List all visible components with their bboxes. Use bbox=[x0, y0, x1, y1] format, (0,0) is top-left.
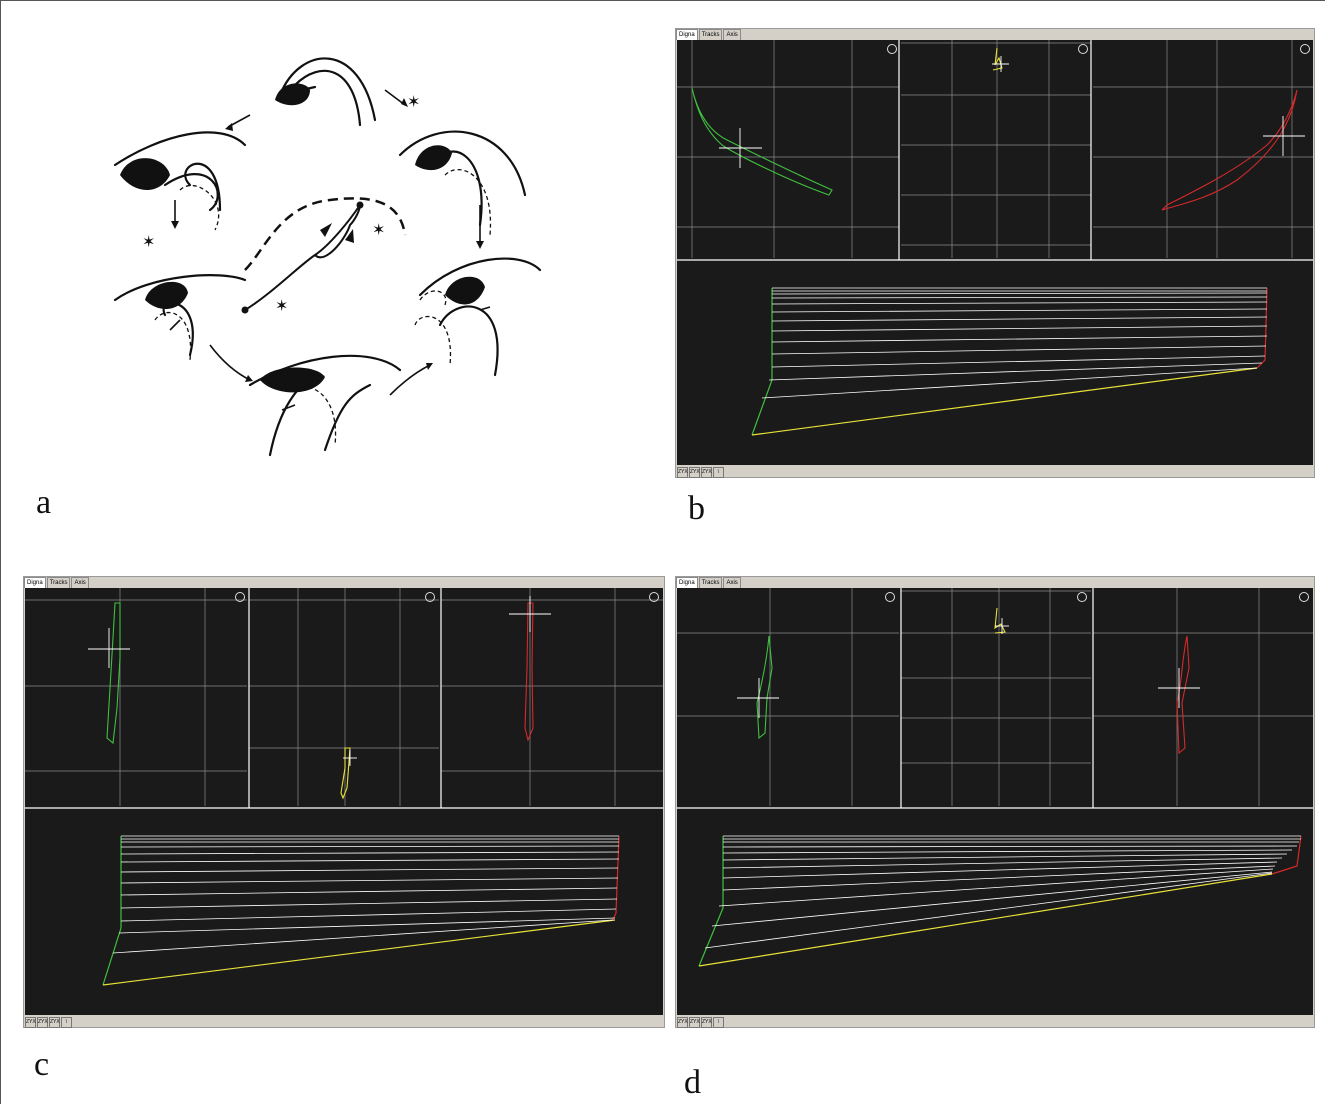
tab-axis[interactable]: Axis bbox=[723, 29, 741, 40]
panel-label-a: a bbox=[36, 484, 52, 521]
tab-digna[interactable]: Digna bbox=[676, 577, 698, 588]
view-reset-icon[interactable] bbox=[885, 592, 895, 602]
tab-bar: Digna Tracks Axis bbox=[676, 577, 742, 588]
tab-axis[interactable]: Axis bbox=[71, 577, 89, 588]
tab-bar: Digna Tracks Axis bbox=[676, 29, 742, 40]
tab-digna[interactable]: Digna bbox=[24, 577, 46, 588]
view-xyz-button[interactable]: ZYX bbox=[25, 1017, 36, 1028]
tab-tracks[interactable]: Tracks bbox=[46, 577, 71, 588]
view-reset-icon[interactable] bbox=[1299, 592, 1309, 602]
view-reset-icon[interactable] bbox=[1300, 44, 1310, 54]
tab-tracks[interactable]: Tracks bbox=[698, 577, 723, 588]
tab-tracks[interactable]: Tracks bbox=[698, 29, 723, 40]
status-bar: ZYX ZYX ZYX \ bbox=[677, 1016, 725, 1028]
panel-label-b: b bbox=[688, 490, 705, 527]
view-reset-icon[interactable] bbox=[1078, 44, 1088, 54]
panel-a-diagram: ✶ ✶ ✶ ✶ bbox=[70, 25, 590, 475]
viewport-area[interactable] bbox=[677, 588, 1313, 1015]
view-xyz-button[interactable]: ZYX bbox=[677, 1017, 688, 1028]
tab-bar: Digna Tracks Axis bbox=[24, 577, 90, 588]
svg-text:✶: ✶ bbox=[275, 296, 288, 315]
tab-digna[interactable]: Digna bbox=[676, 29, 698, 40]
view-xyz-button[interactable]: ZYX bbox=[677, 467, 688, 478]
svg-text:✶: ✶ bbox=[372, 220, 385, 239]
viewport-graphics bbox=[677, 40, 1313, 436]
svg-text:✶: ✶ bbox=[142, 232, 155, 251]
view-reset-icon[interactable] bbox=[887, 44, 897, 54]
app-window-b: Digna Tracks Axis bbox=[675, 28, 1315, 478]
app-window-d: Digna Tracks Axis bbox=[675, 576, 1315, 1028]
tab-axis[interactable]: Axis bbox=[723, 577, 741, 588]
svg-text:✶: ✶ bbox=[407, 92, 420, 111]
view-line-button[interactable]: \ bbox=[713, 467, 724, 478]
view-xyz-button[interactable]: ZYX bbox=[701, 467, 712, 478]
view-reset-icon[interactable] bbox=[649, 592, 659, 602]
view-xyz-button[interactable]: ZYX bbox=[689, 467, 700, 478]
view-reset-icon[interactable] bbox=[1077, 592, 1087, 602]
view-xyz-button[interactable]: ZYX bbox=[49, 1017, 60, 1028]
viewport-graphics bbox=[25, 588, 663, 986]
view-reset-icon[interactable] bbox=[235, 592, 245, 602]
viewport-area[interactable] bbox=[677, 40, 1313, 465]
view-line-button[interactable]: \ bbox=[61, 1017, 72, 1028]
view-xyz-button[interactable]: ZYX bbox=[689, 1017, 700, 1028]
status-bar: ZYX ZYX ZYX \ bbox=[25, 1016, 73, 1028]
status-bar: ZYX ZYX ZYX \ bbox=[677, 466, 725, 478]
viewport-area[interactable] bbox=[25, 588, 663, 1015]
app-window-c: Digna Tracks Axis bbox=[23, 576, 665, 1028]
view-xyz-button[interactable]: ZYX bbox=[37, 1017, 48, 1028]
panel-label-d: d bbox=[684, 1064, 701, 1101]
heart-valve-cycle-diagram: ✶ ✶ ✶ ✶ bbox=[113, 57, 542, 457]
viewport-graphics bbox=[677, 588, 1313, 967]
view-reset-icon[interactable] bbox=[425, 592, 435, 602]
view-xyz-button[interactable]: ZYX bbox=[701, 1017, 712, 1028]
view-line-button[interactable]: \ bbox=[713, 1017, 724, 1028]
panel-label-c: c bbox=[34, 1046, 50, 1083]
